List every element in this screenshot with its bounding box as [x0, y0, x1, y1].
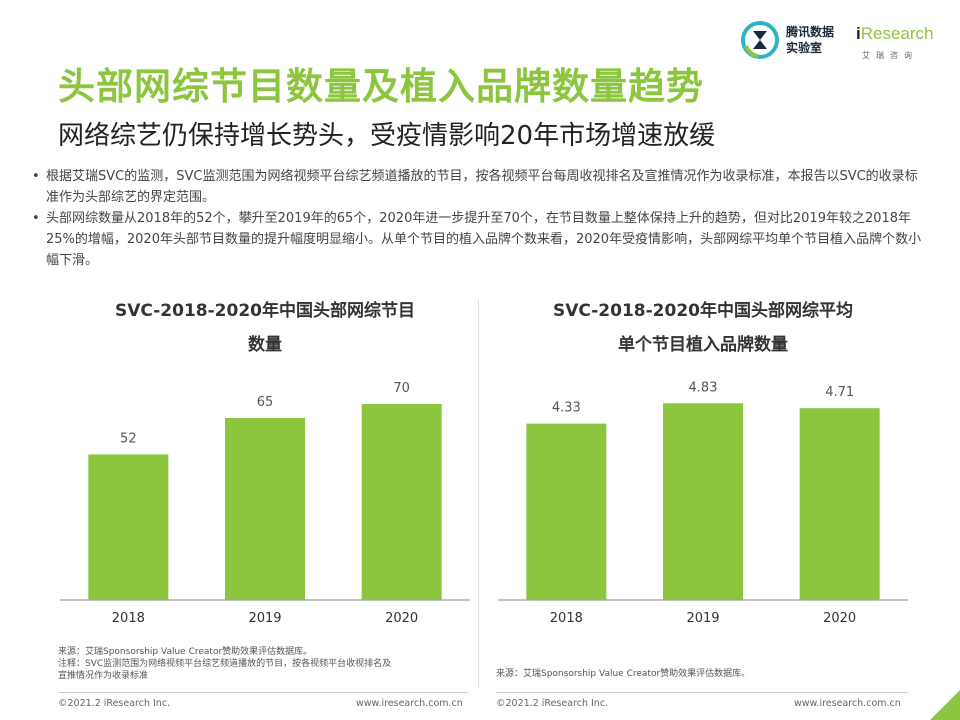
footer-rule-right: [496, 692, 908, 693]
right-chart-bar: [663, 403, 743, 600]
left-chart-title-line1: SVC-2018-2020年中国头部网综节目: [114, 301, 415, 321]
left-source-note: 来源：艾瑞Sponsorship Value Creator赞助效果评估数据库。…: [58, 646, 468, 682]
left-source-line3: 宣推情况作为收录标准: [58, 671, 149, 681]
right-bar-chart: 4.33 2018 4.83 2019 4.71 2020: [498, 380, 908, 626]
left-chart-x-tick-label: 2019: [248, 611, 281, 626]
bullet-text: 根据艾瑞SVC的监测，SVC监测范围为网络视频平台综艺频道播放的节目，按各视频平…: [46, 169, 918, 205]
bullet-item: • 根据艾瑞SVC的监测，SVC监测范围为网络视频平台综艺频道播放的节目，按各视…: [30, 166, 930, 208]
right-chart-title: SVC-2018-2020年中国头部网综平均 单个节目植入品牌数量: [498, 294, 908, 362]
iresearch-logo-word: Research: [860, 24, 934, 43]
bullet-item: • 头部网综数量从2018年的52个，攀升至2019年的65个，2020年进一步…: [30, 208, 930, 271]
left-chart-title-line2: 数量: [248, 335, 282, 355]
iresearch-logo-i: i: [856, 24, 861, 43]
left-chart-title: SVC-2018-2020年中国头部网综节目 数量: [60, 294, 470, 362]
left-chart-bar: [361, 404, 442, 600]
right-chart-value-label: 4.71: [825, 385, 854, 400]
left-chart-value-label: 70: [393, 381, 410, 396]
bullet-list: • 根据艾瑞SVC的监测，SVC监测范围为网络视频平台综艺频道播放的节目，按各视…: [30, 166, 930, 271]
bullet-marker: •: [32, 169, 40, 184]
left-chart-bar: [88, 454, 169, 600]
footer-url-right[interactable]: www.iresearch.com.cn: [794, 698, 901, 709]
page-title: 头部网综节目数量及植入品牌数量趋势: [58, 65, 704, 108]
bullet-text: 头部网综数量从2018年的52个，攀升至2019年的65个，2020年进一步提升…: [46, 211, 922, 268]
right-chart-x-tick-label: 2019: [686, 611, 719, 626]
chart-divider: [478, 300, 479, 688]
left-chart-value-label: 65: [257, 395, 274, 410]
bullet-marker: •: [32, 211, 40, 226]
right-chart-x-tick-label: 2020: [823, 611, 856, 626]
footer-copyright-right: ©2021.2 iResearch Inc.: [496, 698, 609, 709]
footer-rule-left: [58, 692, 468, 693]
right-chart-value-label: 4.33: [552, 401, 581, 416]
footer-url-left[interactable]: www.iresearch.com.cn: [356, 698, 463, 709]
left-bar-chart: 52 2018 65 2019 70 2020: [60, 381, 470, 626]
left-chart-x-tick-label: 2020: [385, 611, 418, 626]
page-corner-triangle: [930, 690, 960, 720]
page-number: 5: [939, 694, 947, 709]
left-chart-x-tick-label: 2018: [112, 611, 145, 626]
right-chart-title-line2: 单个节目植入品牌数量: [618, 335, 788, 355]
right-chart-title-line1: SVC-2018-2020年中国头部网综平均: [552, 301, 853, 321]
left-source-line2: 注释：SVC监测范围为网络视频平台综艺频道播放的节目，按各视频平台收视排名及: [58, 659, 392, 669]
right-source-note: 来源：艾瑞Sponsorship Value Creator赞助效果评估数据库。: [496, 669, 751, 679]
page-subtitle: 网络综艺仍保持增长势头，受疫情影响20年市场增速放缓: [58, 121, 716, 151]
right-chart-value-label: 4.83: [689, 380, 718, 395]
left-chart-value-label: 52: [120, 431, 137, 446]
right-chart-bar: [526, 423, 607, 600]
right-chart-bar: [799, 408, 880, 600]
logo-area: 腾讯数据 实验室 iResearch 艾瑞咨询: [736, 14, 948, 66]
left-chart-bar: [225, 418, 305, 600]
tencent-logo-line2: 实验室: [786, 41, 823, 55]
footer-copyright-left: ©2021.2 iResearch Inc.: [58, 698, 171, 709]
right-chart-x-tick-label: 2018: [550, 611, 583, 626]
tencent-data-lab-logo: 腾讯数据 实验室: [736, 14, 846, 66]
left-source-line1: 来源：艾瑞Sponsorship Value Creator赞助效果评估数据库。: [58, 647, 313, 657]
iresearch-logo: iResearch 艾瑞咨询: [854, 18, 948, 64]
hourglass-logo-icon: [741, 21, 779, 59]
tencent-logo-line1: 腾讯数据: [786, 25, 835, 39]
iresearch-logo-cn: 艾瑞咨询: [862, 51, 918, 60]
